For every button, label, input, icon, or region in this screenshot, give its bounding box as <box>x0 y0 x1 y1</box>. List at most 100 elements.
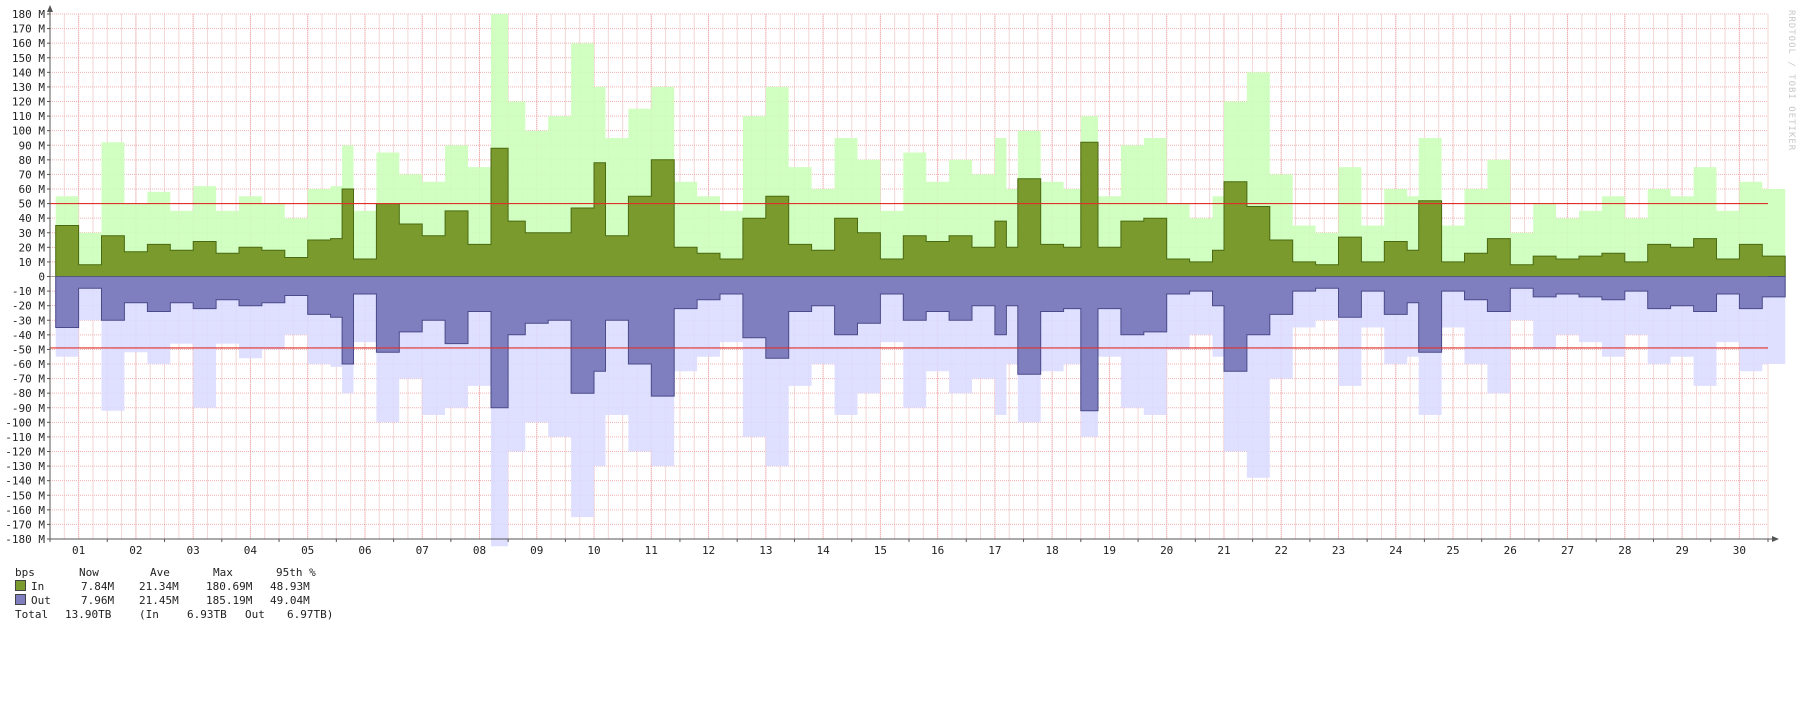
axes <box>47 5 1779 542</box>
legend-total-in-label: (In <box>139 608 159 621</box>
out-maximum-area <box>55 276 1786 547</box>
legend: bps Now Ave Max 95th % In 7.84M 21.34M 1… <box>15 566 333 622</box>
legend-in-max: 180.69M <box>206 580 253 593</box>
legend-total-value: 13.90TB <box>65 608 112 621</box>
legend-row-in: In 7.84M 21.34M 180.69M 48.93M <box>15 580 310 594</box>
x-tick-label: 12 <box>702 544 715 557</box>
legend-total-in: 6.93TB <box>187 608 227 621</box>
in-maximum-area <box>55 14 1786 277</box>
legend-header-p95: 95th % <box>276 566 316 579</box>
x-tick-label: 10 <box>587 544 600 557</box>
x-tick-label: 19 <box>1103 544 1116 557</box>
threshold-lines <box>50 202 1768 349</box>
legend-in-p95: 48.93M <box>270 580 310 593</box>
x-tick-label: 07 <box>416 544 429 557</box>
y-tick-label: -60 M <box>12 358 45 371</box>
out-average-area <box>55 276 1786 412</box>
x-tick-label: 11 <box>645 544 658 557</box>
y-tick-label: -50 M <box>12 343 45 356</box>
legend-header-max: Max <box>213 566 233 579</box>
legend-row-total: Total 13.90TB (In 6.93TB Out 6.97TB) <box>15 608 333 622</box>
y-tick-label: -140 M <box>5 475 45 488</box>
legend-out-p95: 49.04M <box>270 594 310 607</box>
x-tick-label: 08 <box>473 544 486 557</box>
y-tick-label: -80 M <box>12 387 45 400</box>
x-axis-arrow <box>1772 536 1779 542</box>
y-tick-label: -120 M <box>5 446 45 459</box>
x-tick-label: 03 <box>187 544 200 557</box>
legend-out-now: 7.96M <box>81 594 115 607</box>
y-tick-label: 50 M <box>19 198 46 211</box>
x-tick-label: 28 <box>1618 544 1631 557</box>
x-tick-label: 04 <box>244 544 258 557</box>
legend-total-out: 6.97TB) <box>287 608 334 621</box>
y-tick-label: -170 M <box>5 518 45 531</box>
x-tick-label: 09 <box>530 544 543 557</box>
x-tick-label: 06 <box>358 544 371 557</box>
y-tick-label: 180 M <box>12 8 45 21</box>
in-average-area <box>55 141 1786 277</box>
x-tick-label: 05 <box>301 544 314 557</box>
y-tick-label: 0 <box>38 271 45 284</box>
x-tick-label: 16 <box>931 544 944 557</box>
y-axis-arrow <box>47 5 53 12</box>
x-tick-label: 20 <box>1160 544 1173 557</box>
x-tick-label: 29 <box>1675 544 1688 557</box>
y-tick-label: 30 M <box>19 227 46 240</box>
legend-in-ave: 21.34M <box>139 580 179 593</box>
x-tick-label: 18 <box>1046 544 1059 557</box>
y-tick-label: 90 M <box>19 139 46 152</box>
y-tick-label: 70 M <box>19 168 46 181</box>
x-tick-label: 24 <box>1389 544 1403 557</box>
legend-out-max: 185.19M <box>206 594 253 607</box>
legend-header-now: Now <box>79 566 99 579</box>
legend-label-out: Out <box>31 594 51 607</box>
y-tick-label: -20 M <box>12 300 45 313</box>
y-tick-label: 100 M <box>12 125 45 138</box>
x-tick-label: 17 <box>988 544 1001 557</box>
legend-row-out: Out 7.96M 21.45M 185.19M 49.04M <box>15 594 310 608</box>
x-tick-labels: 01 02 03 04 05 06 07 08 09 10 11 12 13 14 15 16 17 18 19 20… <box>72 544 1746 557</box>
y-tick-label: 170 M <box>12 23 45 36</box>
x-tick-label: 21 <box>1217 544 1230 557</box>
traffic-areas <box>55 14 1786 547</box>
y-tick-label: 130 M <box>12 81 45 94</box>
y-tick-label: 10 M <box>19 256 46 269</box>
y-tick-label: 160 M <box>12 37 45 50</box>
legend-header-ave: Ave <box>150 566 170 579</box>
y-tick-label: -70 M <box>12 373 45 386</box>
y-tick-label: -100 M <box>5 416 45 429</box>
x-tick-label: 30 <box>1733 544 1746 557</box>
legend-header: bps Now Ave Max 95th % <box>15 566 316 580</box>
x-tick-label: 25 <box>1446 544 1459 557</box>
legend-total-out-label: Out <box>245 608 265 621</box>
y-tick-label: -160 M <box>5 504 45 517</box>
y-tick-label: -180 M <box>5 533 45 546</box>
y-tick-label: -90 M <box>12 402 45 415</box>
x-tick-label: 22 <box>1275 544 1288 557</box>
x-tick-label: 23 <box>1332 544 1345 557</box>
y-tick-label: -30 M <box>12 314 45 327</box>
y-tick-label: 120 M <box>12 96 45 109</box>
x-tick-label: 14 <box>816 544 830 557</box>
y-tick-label: 80 M <box>19 154 46 167</box>
y-tick-label: 20 M <box>19 241 46 254</box>
y-tick-label: -40 M <box>12 329 45 342</box>
y-tick-label: 110 M <box>12 110 45 123</box>
x-tick-label: 26 <box>1504 544 1517 557</box>
y-tick-label: 60 M <box>19 183 46 196</box>
x-tick-label: 02 <box>129 544 142 557</box>
y-tick-label: 150 M <box>12 52 45 65</box>
x-tick-label: 01 <box>72 544 85 557</box>
y-tick-label: -150 M <box>5 489 45 502</box>
y-tick-label: -130 M <box>5 460 45 473</box>
y-tick-label: 40 M <box>19 212 46 225</box>
legend-in-now: 7.84M <box>81 580 115 593</box>
x-tick-label: 27 <box>1561 544 1574 557</box>
y-tick-label: -10 M <box>12 285 45 298</box>
legend-swatch-in <box>15 580 26 591</box>
x-tick-label: 13 <box>759 544 772 557</box>
y-tick-label: -110 M <box>5 431 45 444</box>
